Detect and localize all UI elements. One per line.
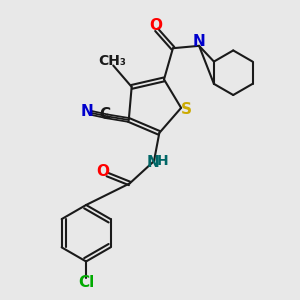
- Text: H: H: [157, 154, 168, 168]
- Text: O: O: [149, 18, 163, 33]
- Text: CH₃: CH₃: [98, 54, 126, 68]
- Text: N: N: [81, 103, 94, 118]
- Text: N: N: [147, 155, 160, 170]
- Text: Cl: Cl: [78, 275, 94, 290]
- Text: S: S: [181, 102, 192, 117]
- Text: C: C: [99, 107, 110, 122]
- Text: N: N: [193, 34, 206, 49]
- Text: O: O: [97, 164, 110, 179]
